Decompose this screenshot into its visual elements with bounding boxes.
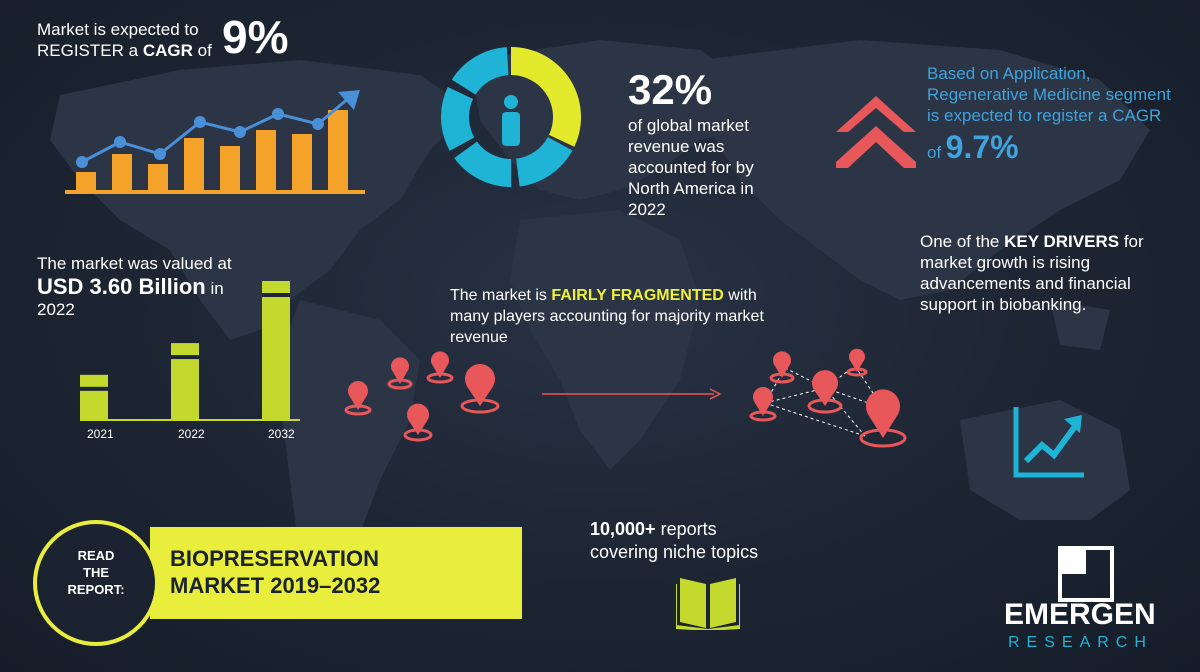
valuation-bar-stripe <box>171 355 199 360</box>
application-text: Based on Application, Regenerative Medic… <box>927 64 1171 125</box>
map-pin-icon <box>769 351 795 384</box>
growth-bar <box>220 146 240 190</box>
growth-point <box>154 148 166 160</box>
map-pin-icon <box>426 351 454 384</box>
open-book-icon <box>676 578 740 630</box>
donut-description: of global market revenue was accounted f… <box>628 116 754 219</box>
valuation-bar <box>171 343 199 419</box>
growth-point <box>234 126 246 138</box>
donut-rest-segment <box>451 47 509 95</box>
drivers-text: One of the KEY DRIVERS for market growth… <box>920 232 1144 314</box>
connected-pins <box>749 348 907 448</box>
growth-bar <box>184 138 204 190</box>
report-title-panel[interactable] <box>150 527 522 619</box>
cagr-intro: Market is expected to REGISTER a CAGR of <box>37 19 212 61</box>
bar-year-2022: 2022 <box>178 427 205 441</box>
growth-point <box>114 136 126 148</box>
cagr-line2: REGISTER a CAGR of <box>37 41 212 60</box>
read-report-label[interactable]: READ THE REPORT: <box>67 548 125 597</box>
fragmented-text: The market is FAIRLY FRAGMENTED with man… <box>450 287 764 346</box>
donut-rest-segment <box>454 141 512 187</box>
donut-share-segment <box>511 47 581 147</box>
growth-point <box>272 108 284 120</box>
map-pin-icon <box>460 364 500 414</box>
bar-year-2032: 2032 <box>268 427 295 441</box>
map-pin-icon <box>859 389 907 448</box>
map-pin-icon <box>387 357 413 390</box>
cagr-line1: Market is expected to <box>37 20 199 39</box>
map-pin-icon <box>749 387 777 422</box>
growth-point <box>194 116 206 128</box>
reports-text: 10,000+ reports covering niche topics <box>590 519 759 562</box>
person-icon <box>502 95 520 146</box>
growth-point <box>76 156 88 168</box>
valuation-bar-stripe <box>80 386 108 391</box>
donut-rest-segment <box>516 137 573 187</box>
map-pin-icon <box>344 381 372 416</box>
valuation-bar-stripe <box>262 293 290 297</box>
scattered-pins <box>344 351 500 442</box>
valuation-bar <box>80 374 108 419</box>
trend-up-icon <box>1013 407 1084 478</box>
map-pin-icon <box>403 403 433 442</box>
application-cagr: of 9.7% <box>927 129 1019 165</box>
growth-bar <box>76 172 96 190</box>
double-chevron-up-icon <box>836 96 916 168</box>
report-title[interactable]: BIOPRESERVATION MARKET 2019–2032 <box>170 546 381 598</box>
arrow-right-icon <box>542 388 722 400</box>
logo-icon <box>1058 546 1114 602</box>
map-pin-icon <box>846 348 868 377</box>
logo-name: EMERGEN <box>1004 598 1156 631</box>
north-america-donut <box>441 47 581 187</box>
growth-chart-icon <box>65 90 365 194</box>
logo-sub: RESEARCH <box>1008 634 1153 651</box>
donut-rest-segment <box>441 87 475 151</box>
growth-bar <box>256 130 276 190</box>
growth-bar <box>328 110 348 190</box>
growth-bar <box>148 164 168 190</box>
growth-point <box>312 118 324 130</box>
valuation-text: The market was valued at USD 3.60 Billio… <box>37 254 232 319</box>
bar-year-2021: 2021 <box>87 427 114 441</box>
donut-percent: 32% <box>628 66 713 113</box>
valuation-bar <box>262 281 290 419</box>
map-pin-icon <box>807 370 843 414</box>
growth-bar <box>112 154 132 190</box>
growth-bar <box>292 134 312 190</box>
valuation-bars <box>80 281 300 421</box>
read-report-button[interactable] <box>33 520 159 646</box>
cagr-value: 9% <box>222 11 289 63</box>
